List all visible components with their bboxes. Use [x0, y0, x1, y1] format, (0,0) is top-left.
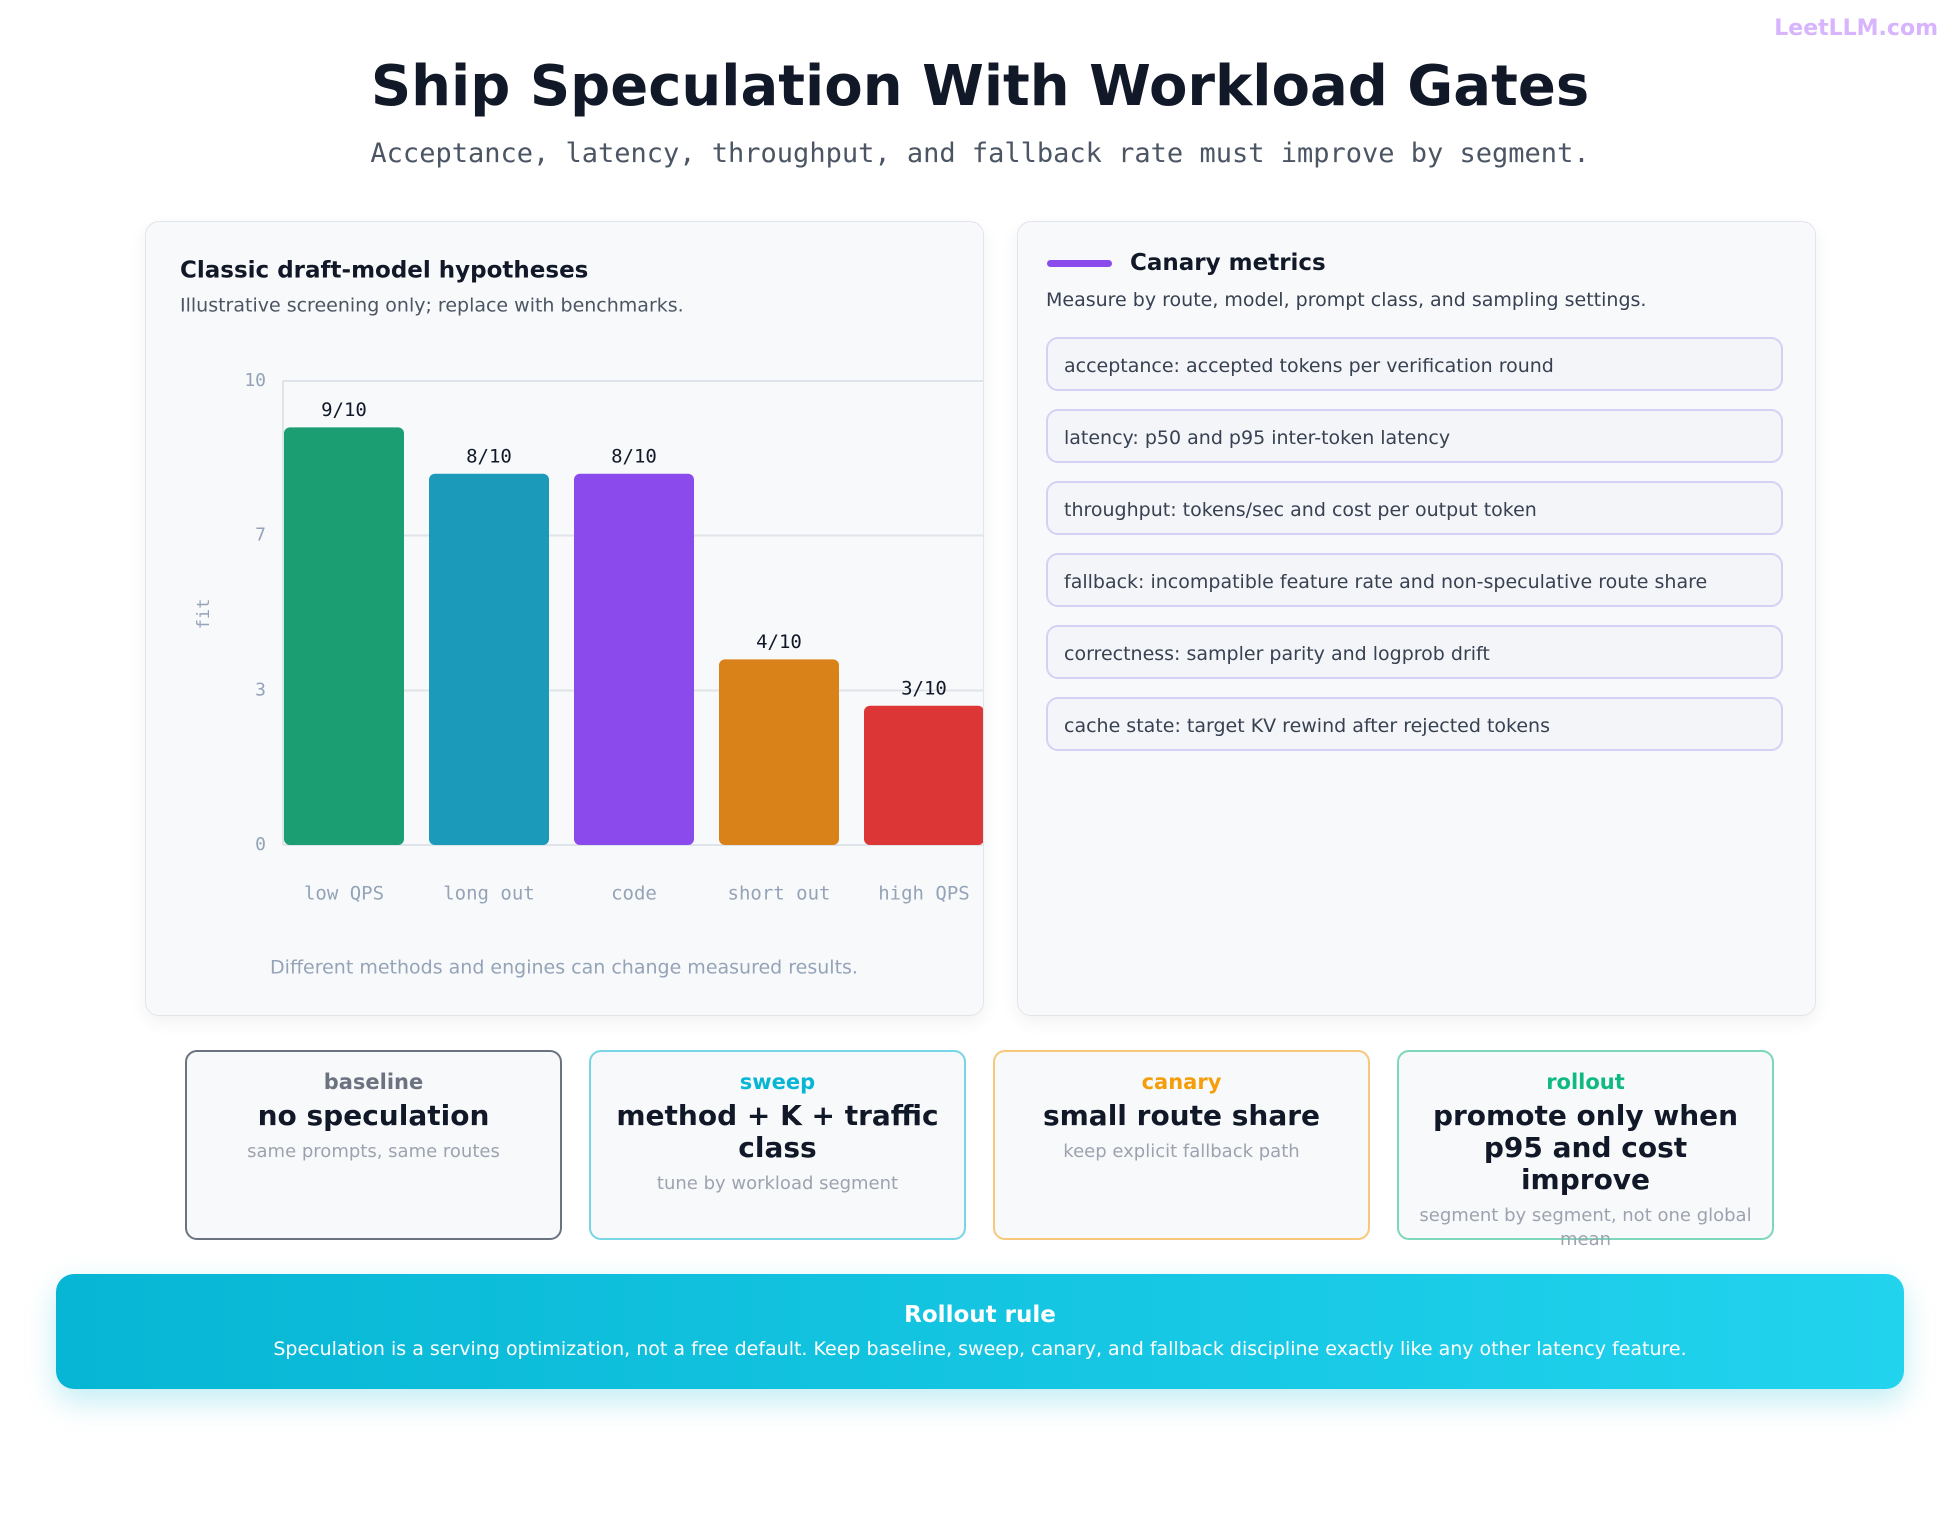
- x-tick-label: short out: [728, 883, 831, 905]
- x-tick-label: long out: [443, 883, 535, 905]
- rule-banner: Rollout rule Speculation is a serving op…: [56, 1274, 1904, 1389]
- stage-label: canary: [1141, 1070, 1222, 1094]
- stage-detail: tune by workload segment: [656, 1173, 899, 1194]
- bar: [574, 473, 694, 845]
- chart-card: Classic draft-model hypotheses Illustrat…: [145, 221, 984, 1016]
- subtitle: Acceptance, latency, throughput, and fal…: [370, 138, 1590, 169]
- stage-detail: same prompts, same routes: [247, 1141, 500, 1162]
- metric-item: cache state: target KV rewind after reje…: [1046, 697, 1783, 751]
- bar: [429, 473, 549, 845]
- stage-card: sweep method + K + traffic class tune by w…: [589, 1050, 966, 1240]
- metric-item: throughput: tokens/sec and cost per outp…: [1046, 481, 1783, 535]
- y-tick-label: 7: [255, 525, 266, 546]
- rule-title: Rollout rule: [904, 1302, 1056, 1328]
- x-tick-label: low QPS: [304, 883, 384, 905]
- stage-card: canary small route share keep explicit fal…: [993, 1050, 1370, 1240]
- metric-item: latency: p50 and p95 inter-token latency: [1046, 409, 1783, 463]
- y-tick-label: 0: [255, 834, 266, 855]
- stage-label: sweep: [739, 1070, 816, 1094]
- value-label: 3/10: [901, 677, 947, 699]
- value-label: 9/10: [321, 399, 367, 421]
- x-tick-label: code: [611, 883, 657, 905]
- stage-headline: small route share: [1042, 1099, 1321, 1132]
- stage-headline: no speculation: [257, 1099, 490, 1132]
- brand: LeetLLM.com: [1774, 16, 1938, 41]
- metrics-subtitle: Measure by route, model, prompt class, a…: [1046, 289, 1647, 311]
- stage-headline: method + K + traffic class: [616, 1099, 939, 1164]
- chart-title: Classic draft-model hypotheses: [180, 258, 588, 284]
- accent-line: [1047, 260, 1112, 267]
- stage-headline: promote only when p95 and cost improve: [1432, 1099, 1739, 1196]
- bar: [864, 705, 983, 845]
- chart-note: Different methods and engines can change…: [270, 957, 858, 979]
- x-tick-label: high QPS: [878, 883, 970, 905]
- value-label: 8/10: [611, 445, 657, 467]
- stage-label: baseline: [323, 1070, 424, 1094]
- y-axis-label: fit: [194, 599, 214, 630]
- stage-detail: keep explicit fallback path: [1063, 1141, 1300, 1162]
- y-tick-label: 3: [255, 679, 266, 700]
- stage-card: rollout promote only when p95 and cost im…: [1397, 1050, 1774, 1250]
- chart: Classic draft-model hypotheses Illustrat…: [180, 258, 983, 979]
- value-label: 4/10: [756, 631, 802, 653]
- stage-card: baseline no speculation same prompts, same…: [185, 1050, 562, 1240]
- value-label: 8/10: [466, 445, 512, 467]
- metric-item: acceptance: accepted tokens per verifica…: [1046, 337, 1783, 391]
- bar: [719, 659, 839, 845]
- metric-item: correctness: sampler parity and logprob …: [1046, 625, 1783, 679]
- stage-label: rollout: [1546, 1070, 1625, 1094]
- metric-item: fallback: incompatible feature rate and …: [1046, 553, 1783, 607]
- y-tick-label: 10: [244, 370, 266, 391]
- bar: [284, 427, 404, 845]
- title: Ship Speculation With Workload Gates: [370, 54, 1590, 119]
- rule-text: Speculation is a serving optimization, n…: [273, 1338, 1687, 1360]
- chart-subtitle: Illustrative screening only; replace wit…: [180, 295, 684, 317]
- metrics-title: Canary metrics: [1130, 250, 1326, 276]
- stage-detail: segment by segment, not one global mean: [1419, 1205, 1752, 1250]
